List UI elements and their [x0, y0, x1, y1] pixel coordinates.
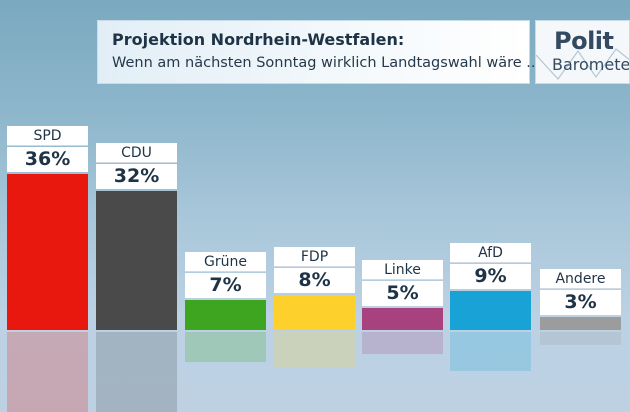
- value-label-spd: 36%: [7, 147, 88, 172]
- category-label-cdu: CDU: [96, 143, 177, 163]
- value-label-andere: 3%: [540, 290, 621, 315]
- logo-line2: Barometer: [552, 55, 630, 74]
- chart-subtitle: Wenn am nächsten Sonntag wirklich Landta…: [112, 55, 541, 71]
- bar-andere: [540, 317, 621, 330]
- bar-spd: [7, 174, 88, 330]
- politbarometer-logo: Polit Barometer: [535, 20, 630, 84]
- bar-fdp: [274, 295, 355, 330]
- bar-reflection-gruene: [185, 332, 266, 362]
- bar-reflection-spd: [7, 332, 88, 412]
- bar-reflection-cdu: [96, 332, 177, 412]
- category-label-linke: Linke: [362, 260, 443, 280]
- value-label-afd: 9%: [450, 264, 531, 289]
- bar-cdu: [96, 191, 177, 330]
- bar-afd: [450, 291, 531, 330]
- logo-line1: Polit: [554, 27, 614, 55]
- value-label-fdp: 8%: [274, 268, 355, 293]
- bar-gruene: [185, 300, 266, 330]
- category-label-andere: Andere: [540, 269, 621, 289]
- value-label-linke: 5%: [362, 281, 443, 306]
- category-label-spd: SPD: [7, 126, 88, 146]
- logo-zigzag-icon: [536, 48, 629, 80]
- category-label-afd: AfD: [450, 243, 531, 263]
- bar-reflection-fdp: [274, 332, 355, 367]
- value-label-cdu: 32%: [96, 164, 177, 189]
- chart-header: Projektion Nordrhein-Westfalen: Wenn am …: [97, 20, 540, 84]
- chart-title: Projektion Nordrhein-Westfalen:: [112, 30, 405, 49]
- category-label-fdp: FDP: [274, 247, 355, 267]
- value-label-gruene: 7%: [185, 273, 266, 298]
- category-label-gruene: Grüne: [185, 252, 266, 272]
- bar-reflection-andere: [540, 332, 621, 345]
- bar-reflection-afd: [450, 332, 531, 371]
- bar-reflection-linke: [362, 332, 443, 354]
- bar-linke: [362, 308, 443, 330]
